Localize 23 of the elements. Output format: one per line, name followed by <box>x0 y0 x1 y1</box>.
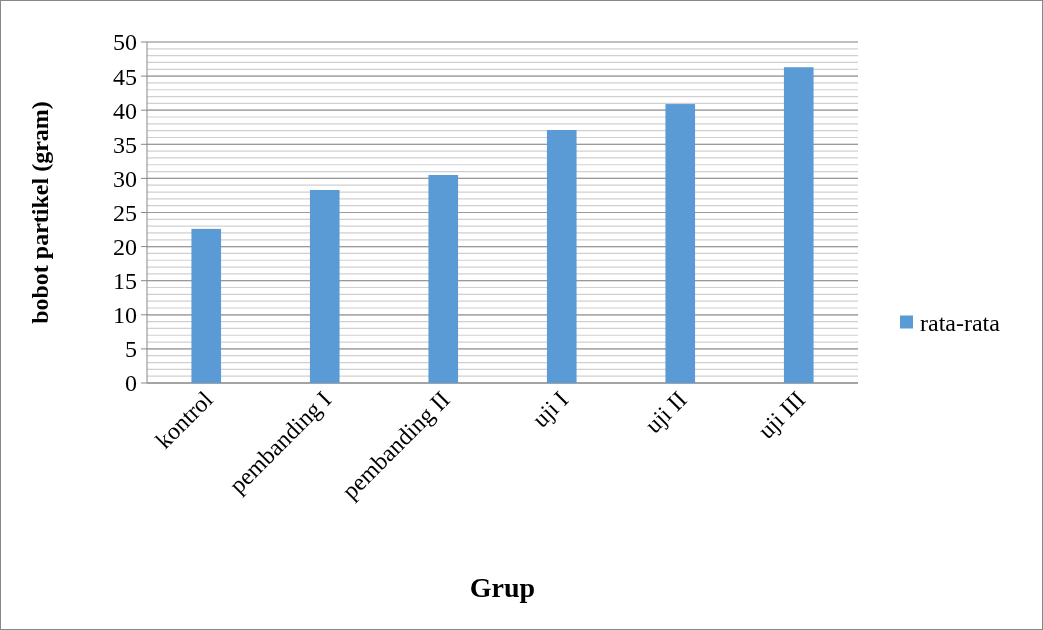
y-tick-label: 10 <box>113 302 137 329</box>
y-tick-label: 25 <box>113 199 137 226</box>
x-axis-title: Grup <box>469 572 536 603</box>
x-tick-label: uji II <box>639 386 692 438</box>
y-tick-label: 50 <box>113 29 137 56</box>
y-tick-label: 15 <box>113 268 137 295</box>
y-tick-label: 20 <box>113 234 137 260</box>
y-tick-label: 35 <box>113 131 137 158</box>
x-tick-label: uji I <box>527 386 574 433</box>
y-tick-label: 45 <box>113 63 137 90</box>
y-axis-title: bobot partikel (gram) <box>27 101 53 324</box>
bar <box>191 228 222 383</box>
bar <box>546 129 577 383</box>
y-tick-label: 5 <box>125 336 137 363</box>
y-tick-label: 30 <box>113 165 137 192</box>
y-tick-label: 0 <box>125 370 137 397</box>
x-tick-label: uji III <box>752 386 811 444</box>
bar <box>309 189 340 383</box>
bar <box>783 67 814 383</box>
legend-label: rata-rata <box>920 309 1001 336</box>
bar <box>665 104 696 383</box>
bar <box>428 174 459 383</box>
y-tick-label: 40 <box>113 97 137 124</box>
